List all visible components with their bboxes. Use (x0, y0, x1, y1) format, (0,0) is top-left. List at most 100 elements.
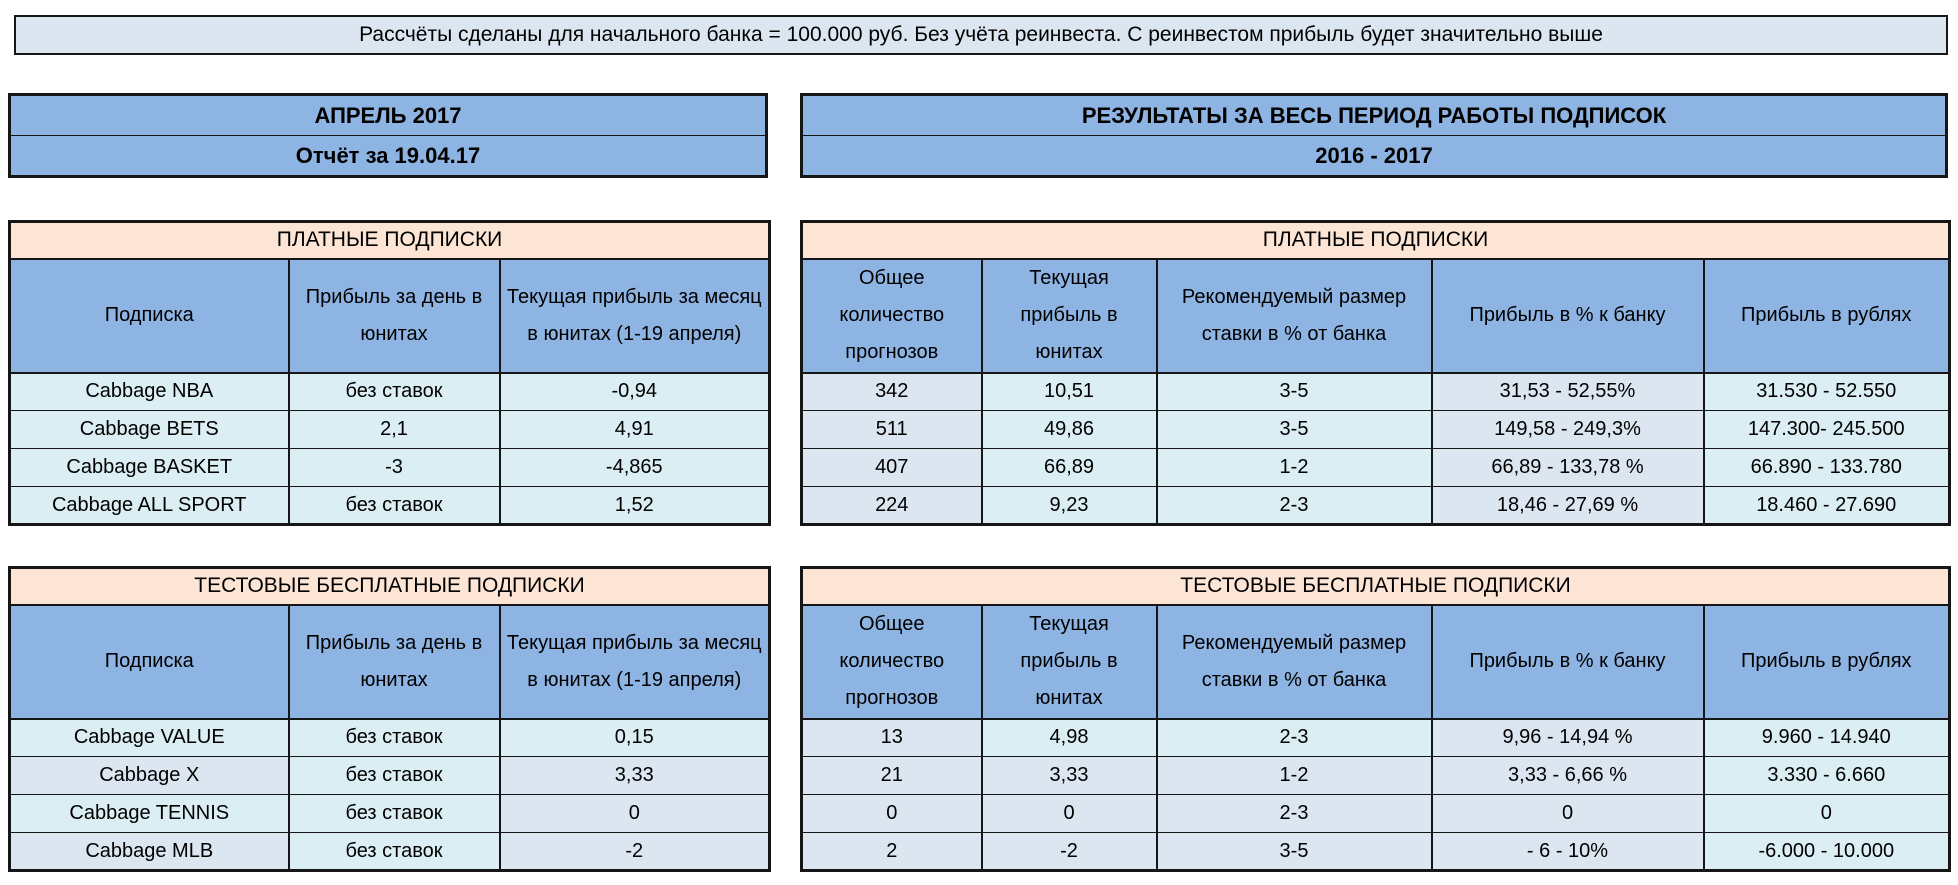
table-cell: 9,96 - 14,94 % (1431, 718, 1705, 757)
subscription-name-cell: Cabbage BETS (9, 410, 290, 449)
table-cell: без ставок (288, 486, 501, 525)
table-row: Cabbage MLB без ставок -2 (9, 832, 770, 871)
bank-note-text: Рассчёты сделаны для начального банка = … (359, 23, 1603, 46)
table-row: 21 3,33 1-2 3,33 - 6,66 % 3.330 - 6.660 (801, 756, 1950, 795)
period-paid-table: ПЛАТНЫЕ ПОДПИСКИ Общее количество прогно… (800, 220, 1951, 526)
table-cell: 2-3 (1156, 718, 1433, 757)
table-row: 511 49,86 3-5 149,58 - 249,3% 147.300- 2… (801, 410, 1950, 449)
column-header: Прибыль в % к банку (1431, 604, 1705, 720)
column-header: Прибыль за день в юнитах (288, 604, 501, 720)
column-header: Прибыль в рублях (1703, 258, 1950, 374)
table-cell: - 6 - 10% (1431, 832, 1705, 871)
table-cell: 18.460 - 27.690 (1703, 486, 1950, 525)
subscription-name-cell: Cabbage MLB (9, 832, 290, 871)
table-cell: 4,91 (499, 410, 770, 449)
table-cell: 10,51 (981, 372, 1158, 411)
table-cell: 0 (801, 794, 983, 833)
table-cell: 224 (801, 486, 983, 525)
table-row: 13 4,98 2-3 9,96 - 14,94 % 9.960 - 14.94… (801, 718, 1950, 757)
table-cell: 1-2 (1156, 448, 1433, 487)
table-cell: 66,89 - 133,78 % (1431, 448, 1705, 487)
table-row: Cabbage X без ставок 3,33 (9, 756, 770, 795)
table-cell: 3,33 (499, 756, 770, 795)
table-cell: 66,89 (981, 448, 1158, 487)
table-row: Cabbage BETS 2,1 4,91 (9, 410, 770, 449)
table-cell: 0 (981, 794, 1158, 833)
table-row: 224 9,23 2-3 18,46 - 27,69 % 18.460 - 27… (801, 486, 1950, 525)
column-header: Прибыль в % к банку (1431, 258, 1705, 374)
table-row: 342 10,51 3-5 31,53 - 52,55% 31.530 - 52… (801, 372, 1950, 411)
table-cell: -2 (499, 832, 770, 871)
table-cell: 13 (801, 718, 983, 757)
subscription-name-cell: Cabbage NBA (9, 372, 290, 411)
column-header: Прибыль за день в юнитах (288, 258, 501, 374)
subscription-name-cell: Cabbage BASKET (9, 448, 290, 487)
month-paid-table: ПЛАТНЫЕ ПОДПИСКИ Подписка Прибыль за ден… (8, 220, 772, 526)
table-row: Cabbage ALL SPORT без ставок 1,52 (9, 486, 770, 525)
table-cell: 49,86 (981, 410, 1158, 449)
table-cell: без ставок (288, 832, 501, 871)
column-header: Рекомендуемый размер ставки в % от банка (1156, 258, 1433, 374)
table-cell: -3 (288, 448, 501, 487)
table-cell: 9,23 (981, 486, 1158, 525)
table-cell: -2 (981, 832, 1158, 871)
subscription-name-cell: Cabbage ALL SPORT (9, 486, 290, 525)
table-cell: 31,53 - 52,55% (1431, 372, 1705, 411)
period-header-box: РЕЗУЛЬТАТЫ ЗА ВЕСЬ ПЕРИОД РАБОТЫ ПОДПИСО… (800, 93, 1948, 178)
table-cell: 66.890 - 133.780 (1703, 448, 1950, 487)
table-title: ТЕСТОВЫЕ БЕСПЛАТНЫЕ ПОДПИСКИ (9, 567, 770, 606)
table-cell: 3-5 (1156, 832, 1433, 871)
table-cell: 2-3 (1156, 794, 1433, 833)
table-cell: -6.000 - 10.000 (1703, 832, 1950, 871)
table-cell: 149,58 - 249,3% (1431, 410, 1705, 449)
table-row: Cabbage VALUE без ставок 0,15 (9, 718, 770, 757)
table-cell: 407 (801, 448, 983, 487)
bank-note-banner: Рассчёты сделаны для начального банка = … (14, 15, 1948, 55)
table-cell: 0,15 (499, 718, 770, 757)
table-cell: 1,52 (499, 486, 770, 525)
table-cell: 3,33 - 6,66 % (1431, 756, 1705, 795)
column-header: Текущая прибыль за месяц в юнитах (1-19 … (499, 258, 770, 374)
period-test-table: ТЕСТОВЫЕ БЕСПЛАТНЫЕ ПОДПИСКИ Общее колич… (800, 566, 1952, 872)
table-cell: без ставок (288, 756, 501, 795)
table-cell: 0 (1431, 794, 1705, 833)
table-cell: 2,1 (288, 410, 501, 449)
table-cell: без ставок (288, 794, 501, 833)
table-cell: 3.330 - 6.660 (1703, 756, 1950, 795)
table-cell: 3-5 (1156, 372, 1433, 411)
table-row: 407 66,89 1-2 66,89 - 133,78 % 66.890 - … (801, 448, 1950, 487)
table-row: Cabbage TENNIS без ставок 0 (9, 794, 770, 833)
table-cell: 2-3 (1156, 486, 1433, 525)
table-cell: 147.300- 245.500 (1703, 410, 1950, 449)
column-header: Подписка (9, 604, 290, 720)
subscription-name-cell: Cabbage TENNIS (9, 794, 290, 833)
table-cell: 31.530 - 52.550 (1703, 372, 1950, 411)
table-row: 2 -2 3-5 - 6 - 10% -6.000 - 10.000 (801, 832, 1950, 871)
table-cell: 1-2 (1156, 756, 1433, 795)
column-header: Подписка (9, 258, 290, 374)
table-row: Cabbage NBA без ставок -0,94 (9, 372, 770, 411)
table-title: ПЛАТНЫЕ ПОДПИСКИ (801, 221, 1950, 260)
column-header: Прибыль в рублях (1703, 604, 1950, 720)
table-cell: 511 (801, 410, 983, 449)
table-cell: без ставок (288, 718, 501, 757)
subscription-name-cell: Cabbage VALUE (9, 718, 290, 757)
column-header: Рекомендуемый размер ставки в % от банка (1156, 604, 1433, 720)
column-header: Общее количество прогнозов (801, 258, 983, 374)
report-date: Отчёт за 19.04.17 (11, 135, 765, 175)
column-header: Текущая прибыль в юнитах (981, 604, 1158, 720)
month-title: АПРЕЛЬ 2017 (314, 102, 462, 128)
table-cell: -4,865 (499, 448, 770, 487)
table-cell: 0 (499, 794, 770, 833)
table-cell: 4,98 (981, 718, 1158, 757)
subscription-name-cell: Cabbage X (9, 756, 290, 795)
table-row: Cabbage BASKET -3 -4,865 (9, 448, 770, 487)
column-header: Общее количество прогнозов (801, 604, 983, 720)
month-test-table: ТЕСТОВЫЕ БЕСПЛАТНЫЕ ПОДПИСКИ Подписка Пр… (8, 566, 772, 872)
table-cell: 342 (801, 372, 983, 411)
table-cell: 0 (1703, 794, 1950, 833)
month-header-box: АПРЕЛЬ 2017 Отчёт за 19.04.17 (8, 93, 768, 178)
table-row: 0 0 2-3 0 0 (801, 794, 1950, 833)
table-cell: 3-5 (1156, 410, 1433, 449)
table-title: ТЕСТОВЫЕ БЕСПЛАТНЫЕ ПОДПИСКИ (801, 567, 1950, 606)
